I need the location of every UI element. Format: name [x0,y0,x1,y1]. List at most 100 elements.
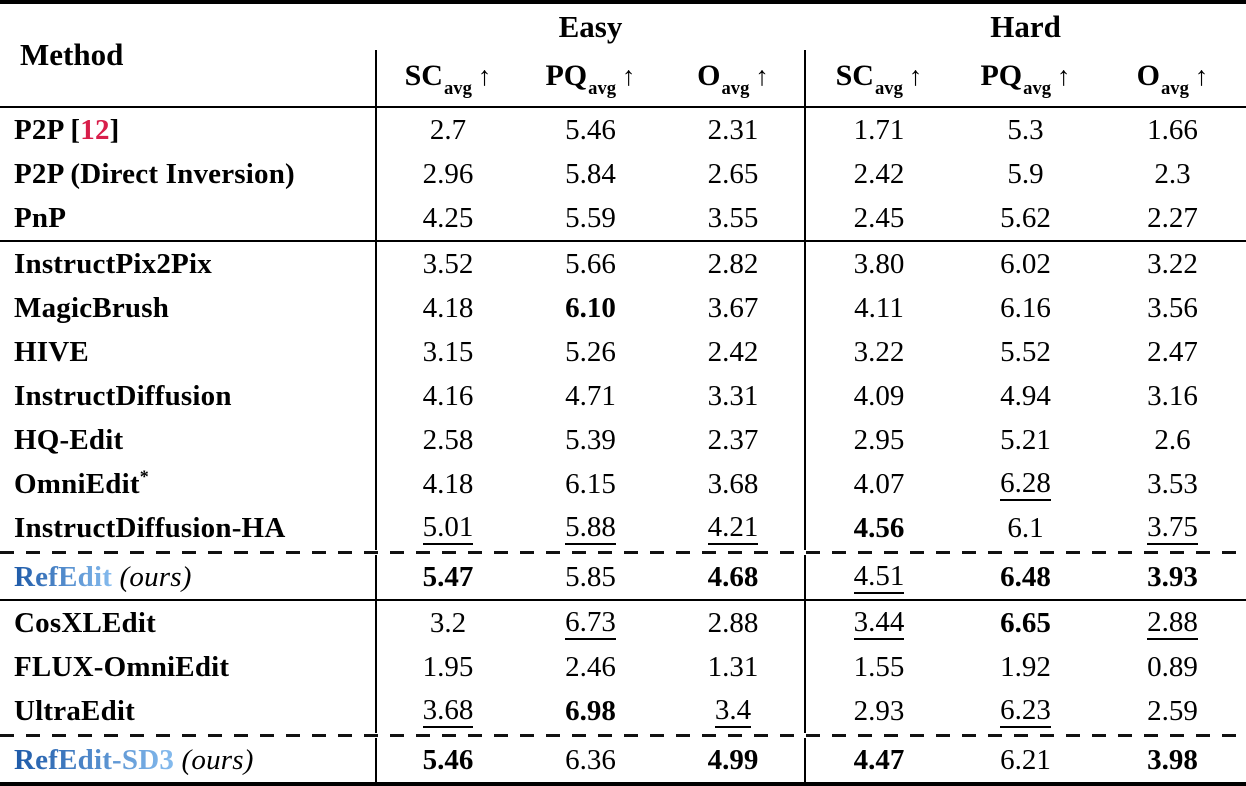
dashed-separator-row [0,550,1246,555]
up-arrow-icon: ↑ [1057,60,1071,91]
method-cell: PnP [0,196,376,241]
metric-header-pq-easy: PQavg ↑ [519,50,662,108]
metric-subscript: avg [588,77,617,99]
value-cell: 5.21 [952,418,1099,462]
metric-value: 3.53 [1147,467,1198,500]
table-row: UltraEdit 3.68 6.98 3.4 2.93 6.23 2.59 [0,689,1246,733]
metric-value: 1.31 [707,650,759,683]
metric-value: 5.3 [1007,113,1044,146]
metric-value: 3.56 [1147,291,1198,324]
value-cell: 1.55 [804,645,952,689]
metric-value: 5.62 [1000,201,1051,234]
metric-value: 2.93 [853,694,905,727]
metric-value: 2.45 [853,201,905,234]
metric-value: 3.75 [1147,511,1198,546]
method-cell: FLUX-OmniEdit [0,645,376,689]
metric-value: 3.22 [853,335,905,368]
metric-value: 2.65 [707,157,759,190]
method-name: UltraEdit [14,694,136,727]
metric-value: 5.39 [565,423,616,456]
metric-value: 6.28 [1000,467,1051,502]
method-cell: RefEdit (ours) [0,555,376,600]
metric-header-row: SCavg ↑ PQavg ↑ Oavg ↑ SCavg ↑ PQavg ↑ Oavg ↑ [0,50,1246,108]
value-cell: 5.88 [519,506,662,550]
metric-value: 4.68 [707,560,759,593]
metric-value: 4.07 [853,467,905,500]
dashed-line [0,734,1246,737]
value-cell: 0.89 [1099,645,1246,689]
value-cell: 2.65 [662,152,805,196]
value-cell: 6.1 [952,506,1099,550]
value-cell: 3.75 [1099,506,1246,550]
value-cell: 2.82 [662,240,805,286]
method-cell: HIVE [0,330,376,374]
method-name: InstructDiffusion-HA [14,511,286,544]
up-arrow-icon: ↑ [477,60,492,91]
metric-value: 2.47 [1147,335,1198,368]
metric-value: 2.96 [422,157,474,190]
value-cell: 6.21 [952,738,1099,784]
value-cell: 4.16 [375,374,519,418]
value-cell: 1.95 [375,645,519,689]
value-cell: 5.84 [519,152,662,196]
metric-header-o-easy: Oavg ↑ [662,50,805,108]
value-cell: 3.56 [1099,286,1246,330]
table-row: InstructPix2Pix 3.52 5.66 2.82 3.80 6.02 3.22 [0,240,1246,286]
metric-value: 3.55 [707,201,759,234]
value-cell: 5.62 [952,196,1099,241]
metric-name: SC [404,58,443,92]
metric-value: 3.2 [429,606,467,639]
method-name: InstructDiffusion [14,379,232,412]
value-cell: 1.66 [1099,107,1246,152]
metric-value: 6.16 [1000,291,1051,324]
metric-value: 5.47 [422,560,474,593]
up-arrow-icon: ↑ [622,60,636,91]
citation-number: 12 [80,113,110,146]
value-cell: 4.68 [662,555,805,600]
value-cell: 2.3 [1099,152,1246,196]
method-cell: UltraEdit [0,689,376,733]
method-name: P2P [14,113,63,146]
value-cell: 4.07 [804,462,952,506]
value-cell: 6.48 [952,555,1099,600]
metric-header-o-hard: Oavg ↑ [1099,50,1246,108]
value-cell: 2.47 [1099,330,1246,374]
metric-value: 1.71 [853,113,905,146]
method-cell: P2P (Direct Inversion) [0,152,376,196]
metric-subscript: avg [443,77,472,99]
metric-value: 6.02 [1000,247,1051,280]
value-cell: 4.99 [662,738,805,784]
metric-header-sc-easy: SCavg ↑ [375,50,519,108]
metric-header-pq-hard: PQavg ↑ [952,50,1099,108]
value-cell: 2.45 [804,196,952,241]
group-header-hard: Hard [990,9,1061,44]
value-cell: 5.39 [519,418,662,462]
method-cell: CosXLEdit [0,599,376,645]
value-cell: 3.44 [804,599,952,645]
metric-value: 2.82 [707,247,759,280]
metric-value: 4.11 [854,291,904,324]
value-cell: 4.56 [804,506,952,550]
value-cell: 4.71 [519,374,662,418]
method-cell: P2P [12] [14,113,120,146]
value-cell: 3.98 [1099,738,1246,784]
metric-value: 1.92 [1000,650,1051,683]
metric-subscript: avg [721,77,750,99]
method-cell: RefEdit-SD3 (ours) [0,738,376,784]
metric-value: 5.52 [1000,335,1051,368]
dashed-line [0,551,1246,554]
value-cell: 6.28 [952,462,1099,506]
table-row: HQ-Edit 2.58 5.39 2.37 2.95 5.21 2.6 [0,418,1246,462]
metric-name: PQ [545,58,588,92]
value-cell: 4.47 [804,738,952,784]
value-cell: 2.42 [662,330,805,374]
method-cell: InstructDiffusion-HA [0,506,376,550]
metric-value: 6.23 [1000,694,1051,729]
table-row: CosXLEdit 3.2 6.73 2.88 3.44 6.65 2.88 [0,599,1246,645]
value-cell: 3.68 [375,689,519,733]
value-cell: 3.4 [662,689,805,733]
metric-value: 3.31 [707,379,759,412]
value-cell: 2.7 [375,107,519,152]
